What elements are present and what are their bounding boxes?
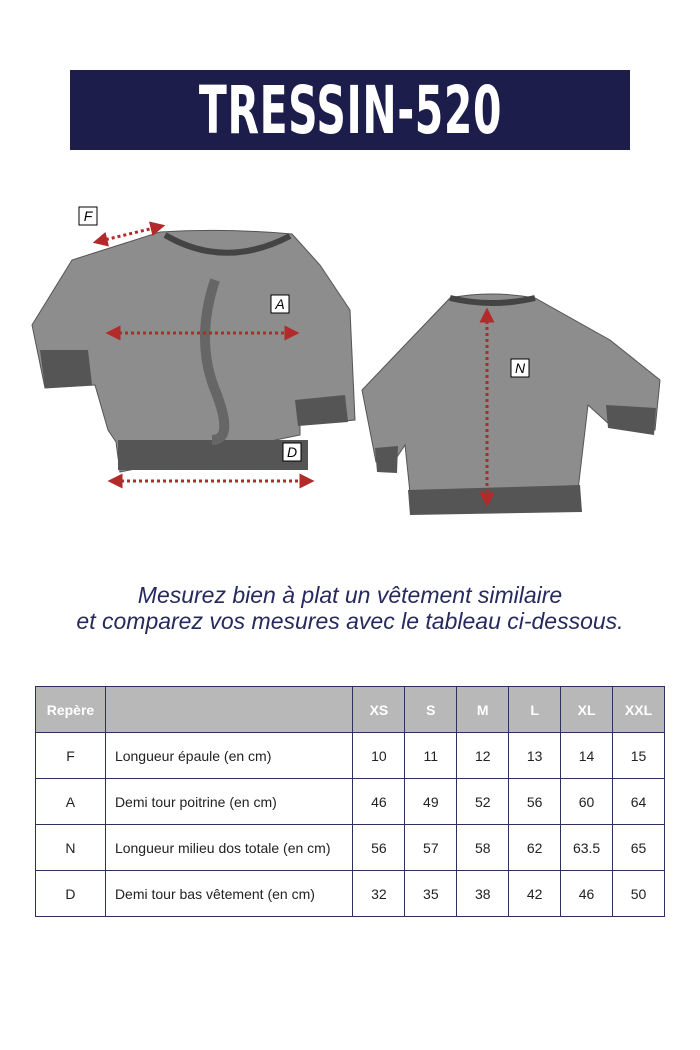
row-value: 50 [612,870,665,917]
row-mark: F [35,732,106,779]
row-value: 60 [560,778,614,825]
sweater-back [361,293,661,515]
row-value: 42 [508,870,562,917]
sweater-diagram: F A D N [31,206,661,515]
row-value: 14 [560,732,614,779]
row-value: 58 [456,824,510,871]
row-value: 32 [352,870,406,917]
header-size: L [508,686,562,733]
size-table: Repère XS S M L XL XXL F Longueur épaule … [35,686,665,917]
table-row: F Longueur épaule (en cm) 10 11 12 13 14 15 [35,732,665,779]
row-mark: D [35,870,106,917]
instruction-line-1: Mesurez bien à plat un vêtement similair… [137,582,563,608]
header-size: XS [352,686,406,733]
row-mark: A [35,778,106,825]
row-label: Longueur épaule (en cm) [104,732,354,779]
row-value: 64 [612,778,665,825]
row-value: 10 [352,732,406,779]
row-mark: N [35,824,106,871]
row-label: Demi tour poitrine (en cm) [104,778,354,825]
row-value: 56 [508,778,562,825]
row-value: 15 [612,732,665,779]
label-A: A [274,296,284,312]
row-value: 52 [456,778,510,825]
header-size: XL [560,686,614,733]
row-value: 57 [404,824,458,871]
table-header-row: Repère XS S M L XL XXL [35,686,665,733]
row-value: 56 [352,824,406,871]
row-label: Demi tour bas vêtement (en cm) [104,870,354,917]
label-F: F [84,208,94,224]
table-row: A Demi tour poitrine (en cm) 46 49 52 56 60 64 [35,778,665,825]
header-mark: Repère [35,686,106,733]
header-description [104,686,354,733]
label-D: D [287,444,297,460]
row-value: 35 [404,870,458,917]
row-value: 13 [508,732,562,779]
product-title: TRESSIN-520 [198,71,502,149]
label-N: N [515,360,526,376]
instruction-line-2: et comparez vos mesures avec le tableau … [76,608,624,634]
header-size: M [456,686,510,733]
row-value: 46 [352,778,406,825]
sweater-front [31,229,356,473]
measure-arrows [92,221,495,508]
title-banner: TRESSIN-520 [70,70,630,150]
table-row: D Demi tour bas vêtement (en cm) 32 35 38 42 4… [35,870,665,917]
row-value: 12 [456,732,510,779]
row-value: 11 [404,732,458,779]
row-value: 63.5 [560,824,614,871]
row-value: 62 [508,824,562,871]
row-value: 38 [456,870,510,917]
header-size: XXL [612,686,665,733]
row-value: 65 [612,824,665,871]
row-value: 46 [560,870,614,917]
table-row: N Longueur milieu dos totale (en cm) 56 57 5… [35,824,665,871]
row-label: Longueur milieu dos totale (en cm) [104,824,354,871]
header-size: S [404,686,458,733]
row-value: 49 [404,778,458,825]
